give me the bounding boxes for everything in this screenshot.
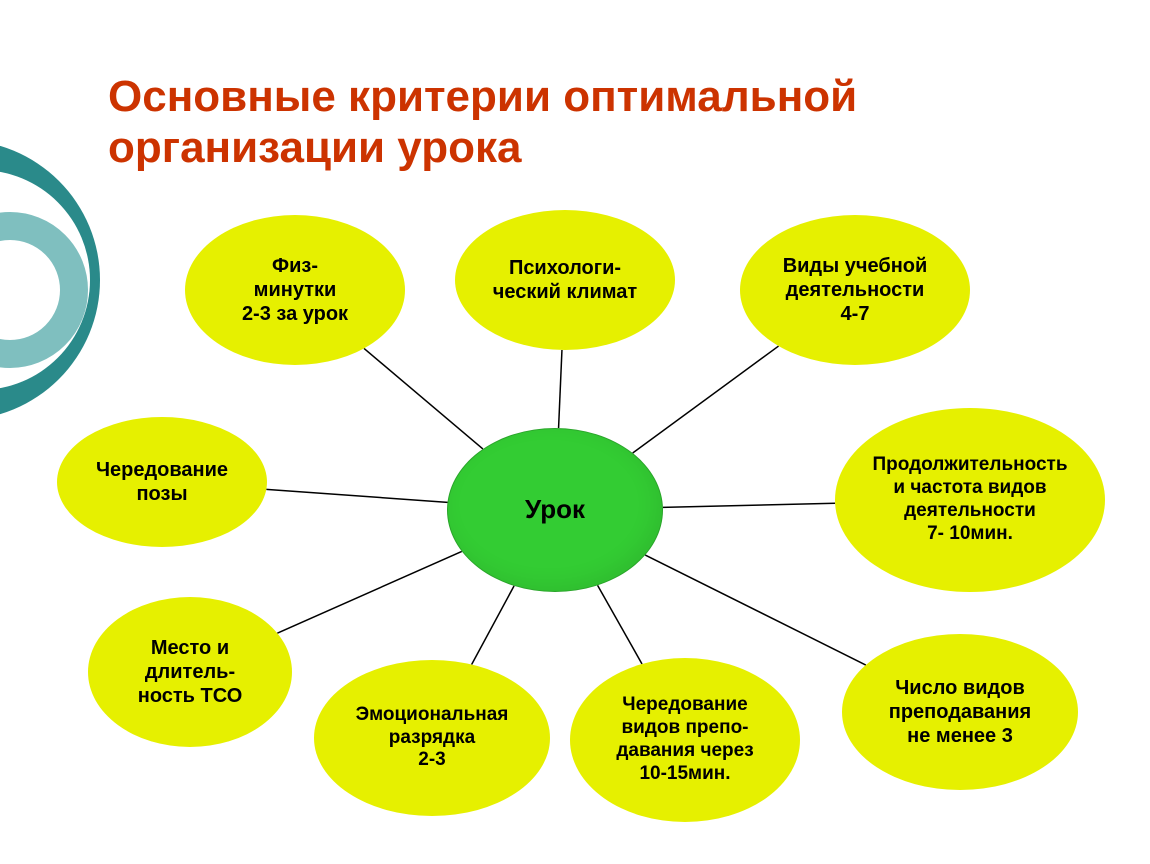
node-label: Эмоциональная разрядка 2-3 [356, 704, 509, 772]
node-label: Виды учебной деятельности 4-7 [783, 254, 928, 326]
edge [598, 585, 642, 664]
node-label: Урок [525, 494, 585, 525]
center-node: Урок [447, 428, 663, 592]
edge [559, 350, 562, 428]
satellite-phys: Физ- минутки 2-3 за урок [185, 215, 405, 365]
edge [266, 489, 447, 502]
satellite-pose: Чередование позы [57, 417, 267, 547]
node-label: Физ- минутки 2-3 за урок [242, 254, 348, 326]
satellite-psych: Психологи- ческий климат [455, 210, 675, 350]
satellite-emotion: Эмоциональная разрядка 2-3 [314, 660, 550, 816]
edge [277, 551, 461, 633]
edge [472, 586, 514, 665]
node-label: Место и длитель- ность ТСО [138, 636, 243, 708]
node-label: Чередование видов препо- давания через 1… [616, 694, 753, 785]
edge [633, 346, 779, 453]
edge [645, 555, 866, 665]
node-label: Продолжительность и частота видов деятел… [872, 454, 1067, 545]
edge [663, 503, 835, 507]
satellite-types47: Виды учебной деятельности 4-7 [740, 215, 970, 365]
node-label: Чередование позы [96, 458, 228, 506]
edge [364, 348, 483, 449]
satellite-tso: Место и длитель- ность ТСО [88, 597, 292, 747]
satellite-duration: Продолжительность и частота видов деятел… [835, 408, 1105, 592]
criteria-diagram: Физ- минутки 2-3 за урок Психологи- чески… [0, 0, 1150, 864]
node-label: Психологи- ческий климат [493, 256, 637, 304]
satellite-altern: Чередование видов препо- давания через 1… [570, 658, 800, 822]
satellite-count3: Число видов преподавания не менее 3 [842, 634, 1078, 790]
node-label: Число видов преподавания не менее 3 [889, 676, 1031, 748]
